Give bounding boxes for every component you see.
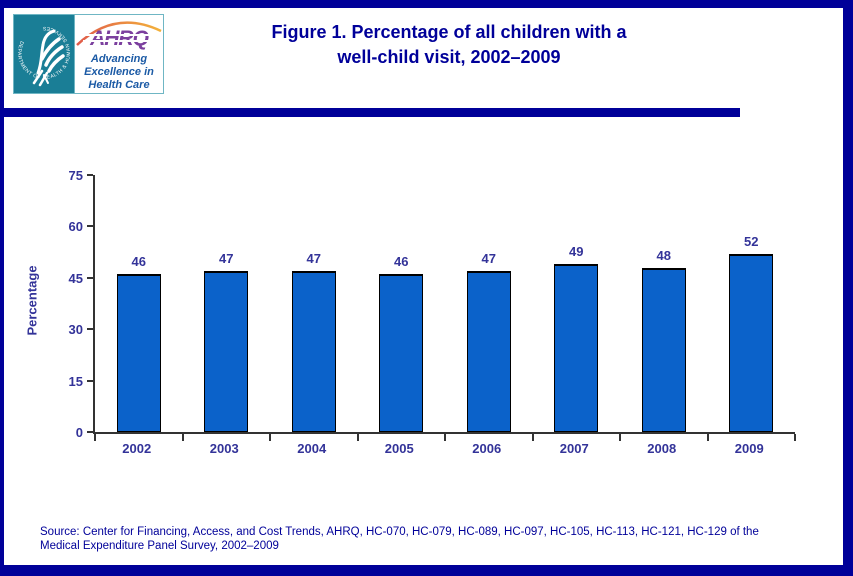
- bar: [554, 264, 599, 432]
- bar: [204, 270, 249, 432]
- bar: [291, 270, 336, 432]
- header-divider-bar: [4, 108, 740, 117]
- bar: [116, 274, 161, 432]
- ahrq-tagline: Advancing Excellence in Health Care: [84, 53, 154, 91]
- x-axis-tick-mark: [269, 434, 271, 441]
- y-axis-tick-mark: [87, 328, 93, 331]
- ahrq-arc-icon: [76, 21, 162, 46]
- y-axis-tick-label: 75: [68, 168, 83, 183]
- y-axis-tick-mark: [87, 431, 93, 433]
- y-axis-tick-mark: [87, 225, 93, 228]
- y-axis-tick-label: 60: [68, 219, 83, 235]
- x-axis-tick-label: 2008: [647, 441, 677, 456]
- bar-group: 49: [533, 244, 621, 432]
- x-axis-tick-mark: [531, 434, 534, 441]
- x-axis-tick-label: 2005: [384, 441, 414, 456]
- ahrq-logo: AHRQ Advancing Excellence in Health Care: [74, 15, 163, 93]
- bar-group: 52: [708, 234, 796, 432]
- ahrq-stripe-decoration: [83, 34, 155, 36]
- y-axis-title: Percentage: [24, 265, 40, 336]
- figure-title: Figure 1. Percentage of all children wit…: [271, 22, 627, 67]
- hhs-logo: DEPARTMENT OF HEALTH & HUMAN SERVICES · …: [12, 11, 74, 93]
- bar-group: 46: [358, 254, 446, 432]
- y-axis-tick-mark: [87, 379, 93, 382]
- x-axis-tick-mark: [619, 434, 621, 441]
- x-axis-tick-mark: [794, 434, 796, 441]
- x-axis-tick-mark: [94, 434, 96, 441]
- bar-value-label: 46: [131, 254, 146, 270]
- bar-value-label: 47: [219, 250, 234, 266]
- ahrq-stripe-decoration: [83, 40, 155, 42]
- y-axis-tick-label: 45: [68, 270, 83, 286]
- x-axis-tick-label: 2006: [472, 441, 502, 456]
- x-axis-tick-mark: [706, 434, 709, 441]
- bar-value-label: 47: [481, 250, 496, 266]
- bar: [379, 274, 424, 432]
- bar-group: 46: [95, 254, 183, 432]
- x-axis-tick-label: 2002: [122, 441, 152, 456]
- bar-value-label: 52: [744, 233, 759, 249]
- ahrq-acronym: AHRQ: [90, 27, 149, 50]
- source-note: Source: Center for Financing, Access, an…: [40, 526, 759, 552]
- hhs-eagle-icon: DEPARTMENT OF HEALTH & HUMAN SERVICES · …: [12, 11, 71, 87]
- bar: [729, 253, 774, 432]
- x-axis-tick-label: 2007: [559, 441, 589, 456]
- y-axis-tick-label: 15: [68, 373, 83, 389]
- bar-group: 47: [183, 251, 271, 432]
- agency-logo: DEPARTMENT OF HEALTH & HUMAN SERVICES · …: [12, 11, 164, 94]
- y-axis-tick-mark: [87, 174, 93, 176]
- bar-value-label: 48: [656, 247, 671, 263]
- bars-row: 46 47 47 46 47 49 48 52: [95, 175, 795, 432]
- bar-value-label: 47: [306, 250, 321, 266]
- x-axis-tick-label: 2009: [734, 441, 764, 456]
- bar: [641, 267, 686, 432]
- x-axis-tick-label: 2003: [209, 441, 239, 456]
- bar-value-label: 46: [394, 254, 409, 270]
- bar-group: 47: [270, 251, 358, 432]
- bar-group: 48: [620, 248, 708, 432]
- x-axis-tick-mark: [181, 434, 184, 441]
- y-axis-tick-label: 30: [68, 322, 83, 338]
- x-axis-tick-mark: [356, 434, 359, 441]
- bar: [466, 270, 511, 432]
- bar-group: 47: [445, 251, 533, 432]
- bar-value-label: 49: [569, 244, 584, 260]
- x-axis-tick-mark: [444, 434, 446, 441]
- plot-area: 46 47 47 46 47 49 48 52 0 15 30 45 60 75: [69, 168, 796, 441]
- y-axis-tick-mark: [87, 276, 93, 279]
- x-axis-tick-label: 2004: [297, 441, 327, 456]
- x-labels-row: 2002 2003 2004 2005 2006 2007 2008 2009: [93, 441, 793, 456]
- y-axis-tick-label: 0: [75, 425, 83, 440]
